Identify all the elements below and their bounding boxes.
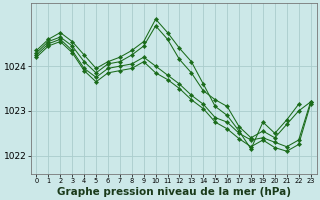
X-axis label: Graphe pression niveau de la mer (hPa): Graphe pression niveau de la mer (hPa) <box>57 187 291 197</box>
